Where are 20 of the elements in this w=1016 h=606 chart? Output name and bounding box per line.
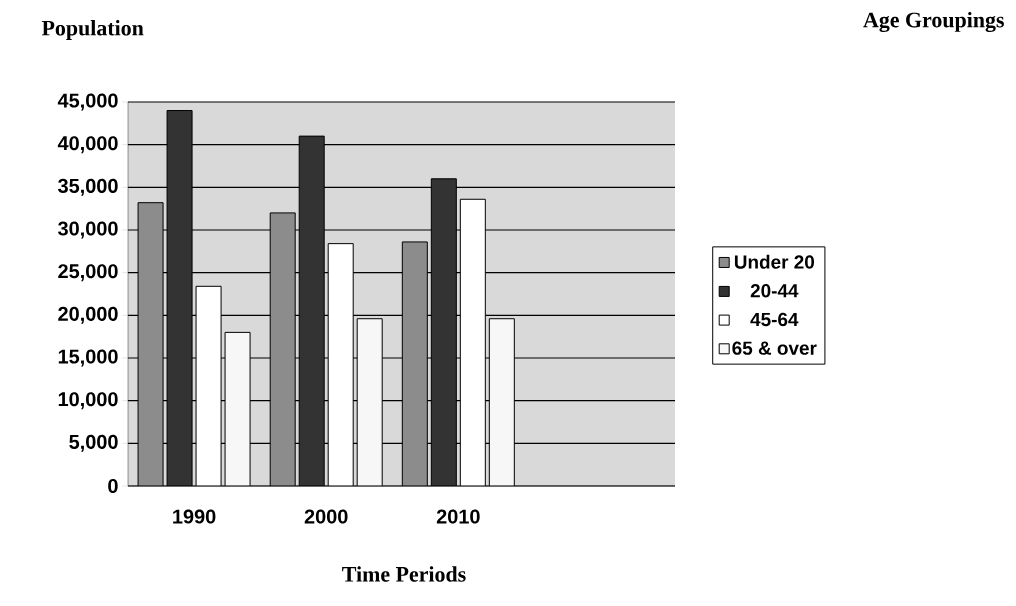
legend-label: Under 20 bbox=[734, 254, 815, 269]
y-tick-label: 45,000 bbox=[57, 93, 118, 111]
y-tick-label: 35,000 bbox=[58, 178, 118, 196]
legend-label: 45-64 bbox=[750, 312, 799, 327]
y-tick-label: 5,000 bbox=[69, 434, 118, 452]
x-axis-title: Time Periods bbox=[342, 566, 466, 582]
y-axis-title: Population bbox=[41, 20, 144, 40]
y-tick-label: 10,000 bbox=[58, 392, 118, 410]
y-tick-label: 40,000 bbox=[57, 136, 118, 154]
x-tick-label: 1990 bbox=[173, 509, 216, 524]
legend-title: Age Groupings bbox=[863, 11, 1004, 33]
y-tick-label: 0 bbox=[108, 478, 118, 494]
y-tick-label: 30,000 bbox=[58, 221, 118, 239]
y-tick-label: 15,000 bbox=[58, 349, 118, 367]
y-tick-label: 20,000 bbox=[58, 306, 118, 324]
legend-label: 20-44 bbox=[750, 284, 799, 298]
y-tick-label: 25,000 bbox=[58, 264, 118, 282]
legend-label: 65 & over bbox=[732, 341, 817, 355]
x-tick-label: 2010 bbox=[436, 509, 480, 524]
x-tick-label: 2000 bbox=[304, 509, 348, 524]
